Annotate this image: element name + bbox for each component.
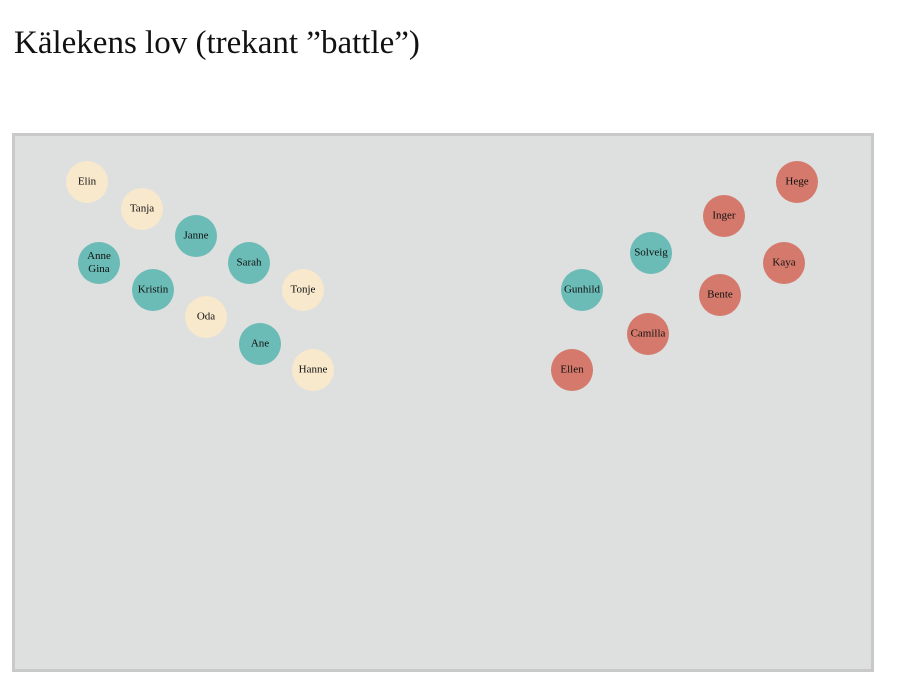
node-circle [132,269,174,311]
node: Hanne [292,349,334,391]
node-circle [185,296,227,338]
node-circle [627,313,669,355]
node-circle [228,242,270,284]
node-label: Hanne [299,364,328,376]
node-circle [763,242,805,284]
node-circle [551,349,593,391]
node: Oda [185,296,227,338]
node-label: Oda [197,311,215,323]
node-label: Bente [707,289,733,301]
node: Inger [703,195,745,237]
node-circle [630,232,672,274]
node-circle [66,161,108,203]
node-label: Camilla [631,328,666,340]
node: Janne [175,215,217,257]
node-label: Gunhild [564,284,601,296]
node: Tanja [121,188,163,230]
node-label: Ellen [560,364,584,376]
node-circle [703,195,745,237]
node-circle [175,215,217,257]
node-label: Tonje [291,284,316,296]
node-label: Kaya [772,257,795,269]
node-label: Anne [87,250,111,262]
node-label: Elin [78,176,97,188]
node-label: Sarah [236,257,262,269]
node-circle [561,269,603,311]
node: Kaya [763,242,805,284]
node-label: Tanja [130,203,154,215]
node-label: Hege [785,176,808,188]
node-label: Inger [712,210,736,222]
node: Camilla [627,313,669,355]
node-circle [699,274,741,316]
node: Kristin [132,269,174,311]
node-label: Ane [251,338,269,350]
node-circle [776,161,818,203]
node-label: Gina [88,263,110,275]
node: Gunhild [561,269,603,311]
title: Kälekens lov (trekant ”battle”) [14,25,420,61]
node: Tonje [282,269,324,311]
node: Sarah [228,242,270,284]
node: Ane [239,323,281,365]
node-circle [292,349,334,391]
node: Ellen [551,349,593,391]
node-circle [78,242,120,284]
node-label: Kristin [138,284,169,296]
node-circle [239,323,281,365]
node-label: Solveig [634,247,668,259]
node: Elin [66,161,108,203]
node: Hege [776,161,818,203]
node: Bente [699,274,741,316]
node-label: Janne [183,230,208,242]
node-circle [121,188,163,230]
node-circle [282,269,324,311]
node: Solveig [630,232,672,274]
